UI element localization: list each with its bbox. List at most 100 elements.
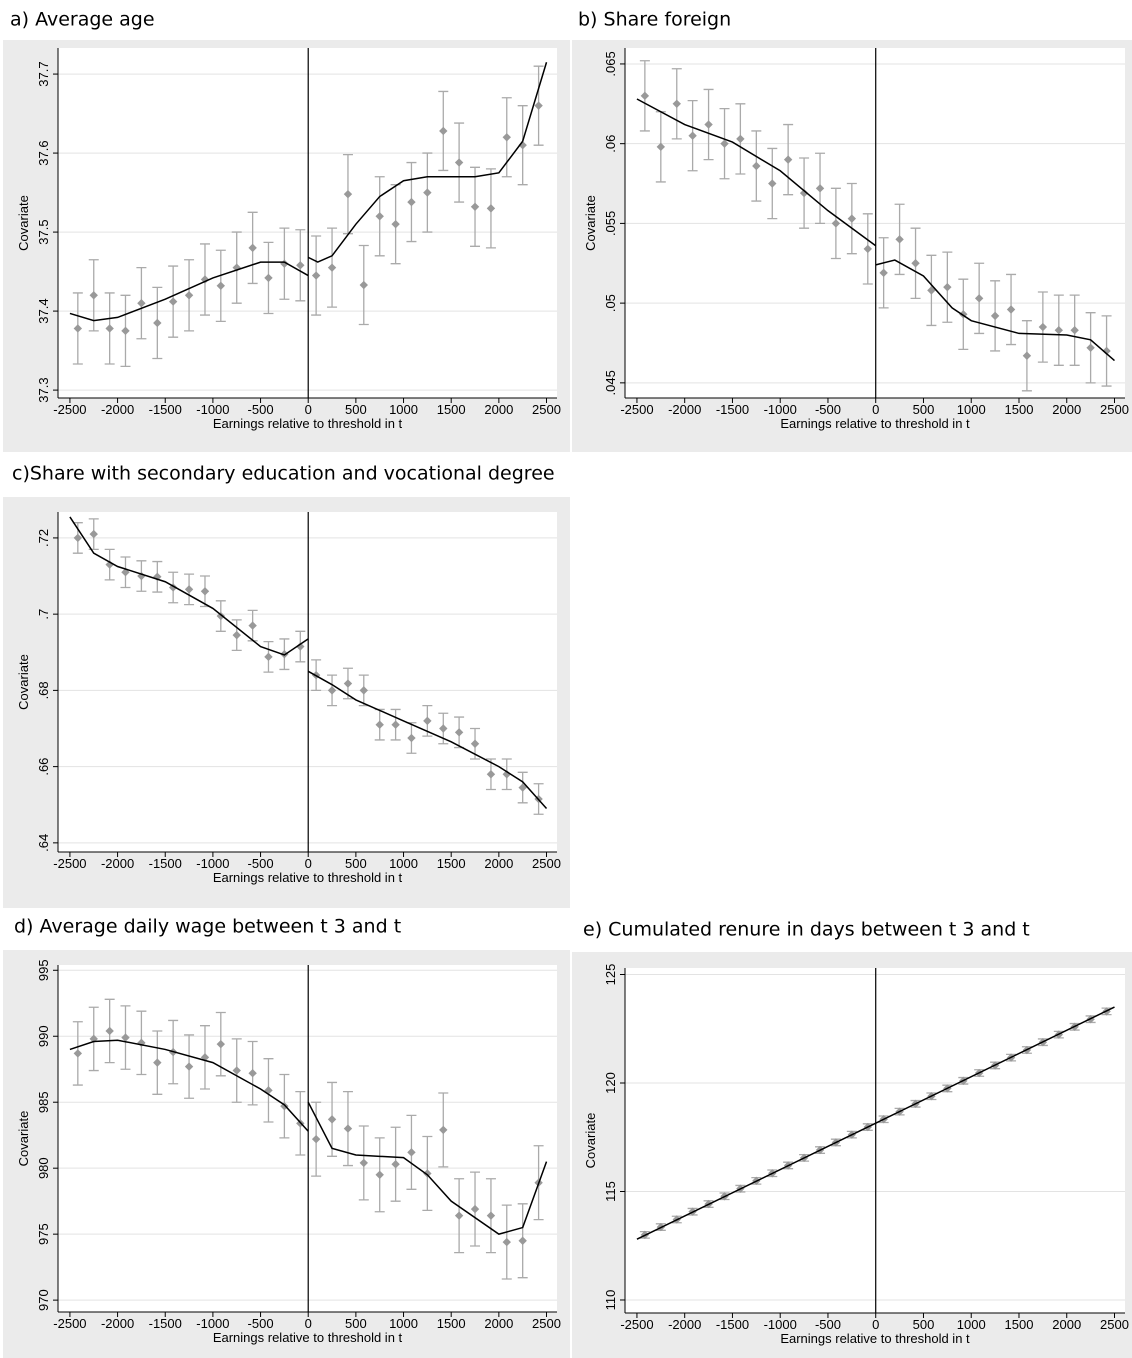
y-tick-label: 970 (36, 1289, 51, 1311)
data-point (407, 1148, 416, 1157)
data-point (927, 286, 936, 295)
y-tick-label: .68 (36, 681, 51, 699)
y-tick-label: .7 (36, 609, 51, 620)
data-point (121, 1033, 130, 1042)
data-point (359, 1158, 368, 1168)
data-point (137, 298, 146, 308)
panel: c)Share with secondary education and voc… (3, 463, 570, 908)
x-tick-label: -1000 (196, 402, 229, 417)
data-point (1038, 322, 1048, 332)
data-point (439, 1125, 448, 1135)
data-point (720, 139, 729, 148)
data-point (216, 611, 226, 621)
data-point (168, 297, 178, 306)
x-tick-label: -2500 (53, 402, 86, 417)
x-tick-label: 1000 (389, 856, 418, 871)
y-tick-label: .055 (603, 211, 618, 236)
x-tick-label: 500 (913, 402, 935, 417)
data-point (768, 179, 777, 188)
y-tick-label: .72 (36, 529, 51, 547)
data-point (121, 326, 130, 336)
y-axis-label: Covariate (583, 195, 598, 251)
plot-area (58, 965, 557, 1312)
y-tick-label: .065 (603, 51, 618, 76)
x-tick-label: -1000 (196, 1316, 229, 1331)
data-point (502, 133, 511, 142)
x-tick-label: 0 (305, 402, 312, 417)
data-point (1086, 343, 1095, 352)
data-point (1102, 346, 1111, 356)
data-point (375, 720, 384, 729)
data-point (656, 142, 666, 152)
data-point (153, 1058, 162, 1067)
x-tick-label: 2500 (532, 856, 561, 871)
data-point (296, 261, 305, 270)
y-tick-label: .64 (36, 834, 51, 852)
y-tick-label: .06 (603, 135, 618, 153)
x-tick-label: -2000 (101, 1316, 134, 1331)
data-point (1022, 351, 1032, 360)
data-point (184, 1062, 194, 1071)
panel-title: c)Share with secondary education and voc… (12, 463, 555, 485)
x-tick-label: 0 (305, 856, 312, 871)
data-point (454, 1211, 464, 1220)
data-point (89, 291, 98, 300)
data-point (470, 1204, 480, 1214)
data-point (752, 161, 761, 171)
x-tick-label: -1500 (716, 1317, 749, 1332)
data-point (311, 1134, 321, 1144)
data-point (423, 716, 432, 726)
data-point (640, 91, 650, 101)
data-point (264, 652, 273, 662)
x-tick-label: 1500 (437, 1316, 466, 1331)
data-point (391, 1160, 400, 1169)
data-point (974, 294, 984, 303)
x-tick-label: -2500 (53, 856, 86, 871)
y-tick-label: 990 (36, 1025, 51, 1047)
x-axis-label: Earnings relative to threshold in t (780, 1331, 970, 1346)
fit-line (69, 516, 548, 810)
x-tick-label: 2500 (532, 1316, 561, 1331)
data-point (454, 158, 464, 167)
data-point (137, 1038, 146, 1048)
data-point (1070, 326, 1079, 335)
x-tick-label: -2500 (53, 1316, 86, 1331)
x-tick-label: 1000 (957, 1317, 986, 1332)
data-point (375, 212, 384, 221)
data-point (407, 733, 416, 743)
x-tick-label: 500 (345, 856, 367, 871)
x-tick-label: 1500 (437, 856, 466, 871)
fit-line (69, 62, 548, 322)
data-point (863, 244, 872, 254)
y-axis-label: Covariate (16, 1111, 31, 1167)
y-tick-label: 110 (603, 1290, 618, 1311)
data-point (518, 783, 527, 792)
x-tick-label: 1500 (1005, 402, 1034, 417)
y-tick-label: 125 (603, 964, 618, 986)
x-tick-label: 1000 (389, 402, 418, 417)
panel-title: e) Cumulated renure in days between t 3 … (583, 919, 1030, 941)
data-point (470, 739, 480, 748)
x-tick-label: 2000 (484, 402, 513, 417)
data-point (311, 271, 321, 280)
plot-area (58, 512, 557, 852)
x-axis-label: Earnings relative to threshold in t (213, 1330, 403, 1345)
data-point (343, 189, 353, 199)
x-axis-label: Earnings relative to threshold in t (213, 416, 403, 431)
y-tick-label: 980 (36, 1157, 51, 1179)
x-tick-label: -2000 (668, 1317, 701, 1332)
data-point (736, 134, 745, 144)
data-point (486, 204, 496, 213)
data-point (168, 583, 178, 592)
data-point (895, 235, 904, 244)
x-tick-label: -500 (815, 1317, 841, 1332)
y-tick-label: 120 (603, 1072, 618, 1094)
data-point (73, 324, 83, 333)
x-tick-label: 1500 (1005, 1317, 1034, 1332)
data-point (184, 585, 194, 594)
x-tick-label: -2000 (101, 402, 134, 417)
data-point (911, 259, 920, 268)
data-point (534, 101, 543, 110)
y-tick-label: 37.7 (36, 61, 51, 86)
data-point (672, 99, 681, 109)
